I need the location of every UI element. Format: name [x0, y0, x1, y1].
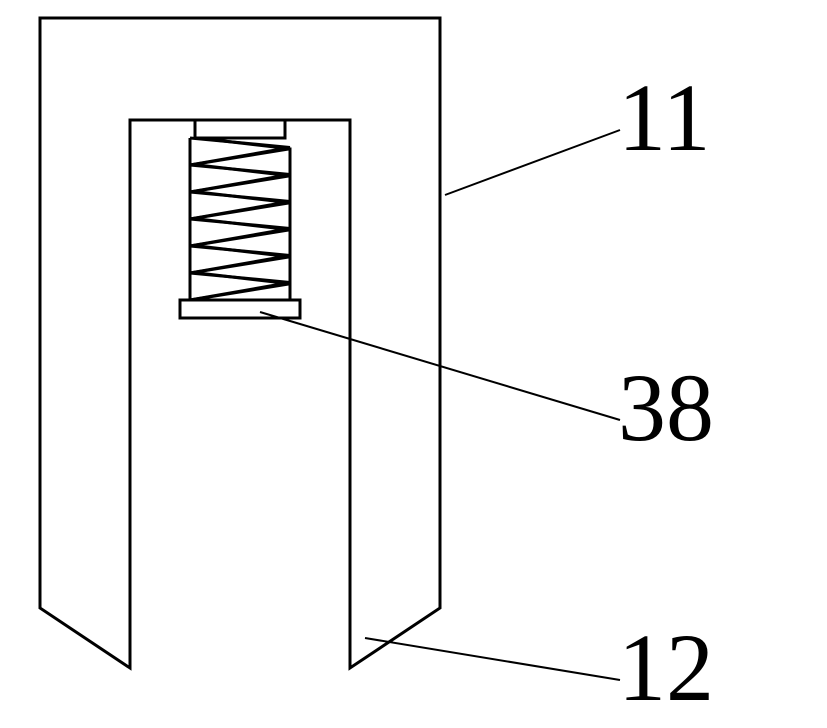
callout-label-11: 11: [618, 70, 710, 166]
technical-diagram: 11 38 12: [0, 0, 827, 728]
callout-label-12: 12: [618, 620, 714, 716]
callout-label-38: 38: [618, 360, 714, 456]
